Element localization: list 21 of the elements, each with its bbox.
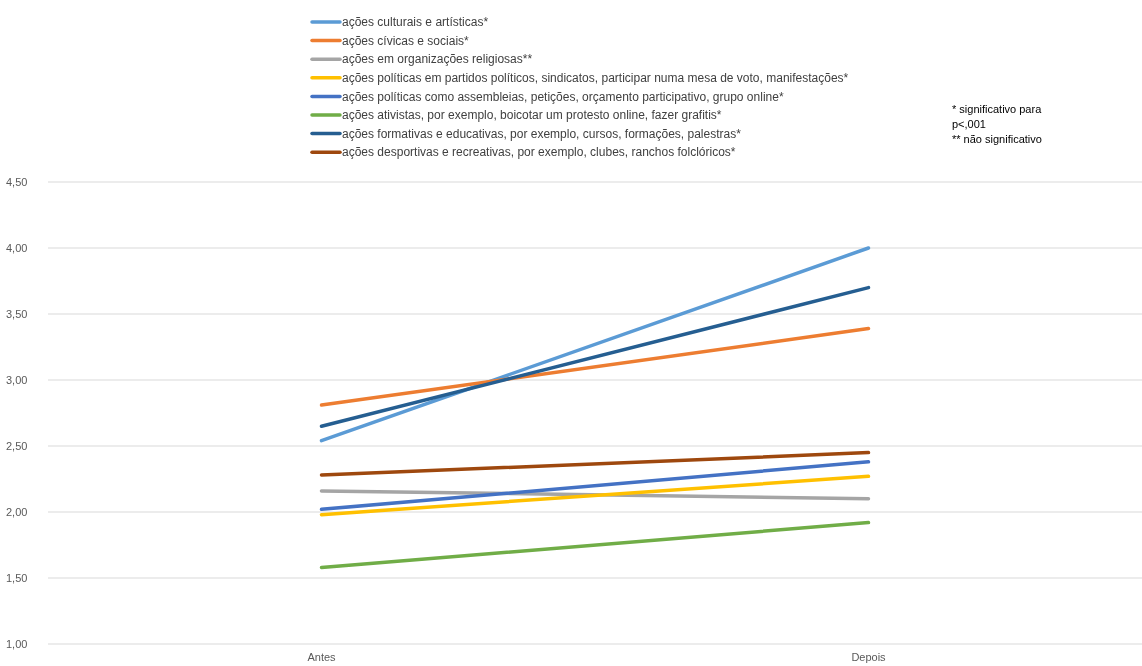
legend-label: ações políticas em partidos políticos, sindicatos, participar numa mesa de voto, manifestações* xyxy=(342,71,849,85)
y-tick-label: 3,50 xyxy=(6,307,28,320)
text: p<,001 xyxy=(952,118,986,130)
y-tick-label: 4,50 xyxy=(6,175,28,188)
y-tick-label: 1,00 xyxy=(6,637,28,650)
legend-label: ações políticas como assembleias, petições, orçamento participativo, grupo online* xyxy=(342,89,784,104)
y-tick-label: 2,00 xyxy=(6,505,28,518)
legend-label: ações cívicas e sociais* xyxy=(342,33,470,48)
legend-label: ações ativistas, por exemplo, boicotar um protesto online, fazer grafitis* xyxy=(342,108,722,123)
y-tick-label: 2,50 xyxy=(6,439,28,452)
legend-label: ações desportivas e recreativas, por exemplo, clubes, ranchos folclóricos* xyxy=(342,145,736,160)
y-tick-label: 1,50 xyxy=(6,571,28,584)
text: ** não significativo xyxy=(952,133,1042,145)
text: * significativo para xyxy=(952,103,1043,115)
x-tick-label: Depois xyxy=(851,651,887,663)
y-tick-label: 3,00 xyxy=(6,373,28,386)
legend-label: ações culturais e artísticas* xyxy=(342,15,489,30)
x-tick-label: Antes xyxy=(307,651,337,663)
legend-label: ações em organizações religiosas** xyxy=(342,52,533,67)
legend-label: ações formativas e educativas, por exemplo, cursos, formações, palestras* xyxy=(342,126,742,141)
y-tick-label: 4,00 xyxy=(6,241,28,254)
